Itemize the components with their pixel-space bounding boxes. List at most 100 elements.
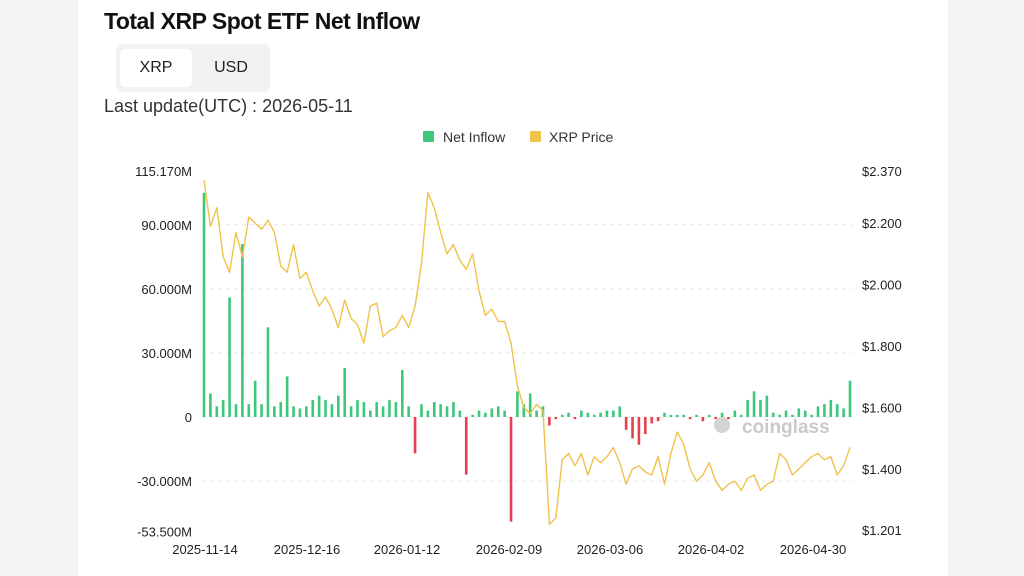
net-inflow-bar <box>368 410 372 417</box>
net-inflow-bar <box>381 406 385 417</box>
x-tick-label: 2026-01-12 <box>374 542 441 557</box>
net-inflow-bar <box>720 412 724 417</box>
net-inflow-bar <box>298 408 302 417</box>
net-inflow-bar <box>305 406 308 417</box>
net-inflow-bar <box>663 412 666 417</box>
net-inflow-bar <box>432 402 436 417</box>
net-inflow-bar <box>605 410 609 417</box>
legend-label-xrp-price: XRP Price <box>549 129 614 145</box>
net-inflow-bar <box>426 410 430 417</box>
toggle-usd-button[interactable]: USD <box>214 59 248 76</box>
net-inflow-bar <box>528 393 532 417</box>
net-inflow-bar <box>234 404 238 417</box>
net-inflow-bar <box>535 410 538 417</box>
net-inflow-bar <box>752 391 756 417</box>
net-inflow-bar <box>273 406 276 417</box>
net-inflow-bar <box>784 410 788 417</box>
net-inflow-bar <box>688 417 692 420</box>
legend-swatch-xrp-price <box>530 131 541 142</box>
net-inflow-bar <box>311 399 315 417</box>
net-inflow-bar <box>560 414 564 417</box>
net-inflow-bar <box>554 417 558 420</box>
net-inflow-bar <box>215 406 219 417</box>
y-right-tick-label: $1.400 <box>862 462 902 477</box>
net-inflow-bar <box>317 395 321 417</box>
net-inflow-bar <box>221 399 225 417</box>
net-inflow-bar <box>394 402 398 417</box>
net-inflow-bar <box>471 414 474 417</box>
y-right-tick-label: $1.600 <box>862 400 902 415</box>
net-inflow-bar <box>279 402 283 417</box>
xrp-price-line <box>203 180 851 525</box>
net-inflow-bar <box>516 391 519 417</box>
net-inflow-bar <box>202 192 206 417</box>
net-inflow-bar <box>656 417 660 422</box>
y-left-tick-label: 60.000M <box>141 282 192 297</box>
net-inflow-bar <box>848 380 852 417</box>
y-left-tick-label: -53.500M <box>137 524 192 539</box>
net-inflow-bar <box>400 370 404 417</box>
y-left-tick-label: 0 <box>185 410 192 425</box>
net-inflow-bar <box>791 414 794 417</box>
net-inflow-bar <box>375 402 378 417</box>
net-inflow-bar <box>637 417 641 445</box>
net-inflow-bar <box>612 410 615 417</box>
net-inflow-bar <box>707 414 711 417</box>
net-inflow-bar <box>746 399 749 417</box>
net-inflow-bar <box>241 243 244 417</box>
net-inflow-bar <box>349 406 353 417</box>
net-inflow-bar <box>695 414 698 417</box>
x-tick-label: 2025-12-16 <box>274 542 341 557</box>
net-inflow-bar <box>835 404 839 417</box>
net-inflow-bar <box>209 393 212 417</box>
x-tick-label: 2026-04-30 <box>780 542 847 557</box>
toggle-xrp-button[interactable]: XRP <box>120 49 192 87</box>
net-inflow-bar <box>682 414 686 417</box>
y-right-tick-label: $2.370 <box>862 164 902 179</box>
net-inflow-bar <box>759 399 762 417</box>
net-inflow-bar <box>337 395 340 417</box>
y-left-tick-label: -30.000M <box>137 474 192 489</box>
net-inflow-bar <box>452 402 455 417</box>
x-tick-label: 2026-03-06 <box>577 542 644 557</box>
net-inflow-bar <box>803 410 807 417</box>
net-inflow-bar <box>624 417 628 430</box>
net-inflow-bar <box>490 408 494 417</box>
net-inflow-bar <box>778 414 781 417</box>
net-inflow-bar <box>701 417 705 422</box>
net-inflow-bar <box>503 410 506 417</box>
net-inflow-bar <box>599 412 602 417</box>
net-inflow-bar <box>439 404 442 417</box>
net-inflow-bar <box>842 408 845 417</box>
y-right-tick-label: $1.800 <box>862 339 902 354</box>
chart-card: Total XRP Spot ETF Net Inflow XRP USD La… <box>78 0 948 576</box>
net-inflow-bar <box>727 417 730 420</box>
net-inflow-bar <box>292 406 295 417</box>
x-tick-label: 2025-11-14 <box>172 542 238 557</box>
legend-swatch-net-inflow <box>423 131 434 142</box>
net-inflow-bar <box>631 417 634 439</box>
y-right-tick-label: $1.201 <box>862 523 902 538</box>
net-inflow-bar <box>644 417 647 435</box>
y-left-tick-label: 90.000M <box>141 218 192 233</box>
net-inflow-bar <box>810 414 813 417</box>
unit-toggle: XRP USD <box>116 44 270 92</box>
net-inflow-bar <box>823 404 826 417</box>
net-inflow-bar <box>829 399 833 417</box>
net-inflow-bar <box>816 406 820 417</box>
net-inflow-bar <box>765 395 769 417</box>
net-inflow-bar <box>567 412 570 417</box>
net-inflow-bar <box>477 410 481 417</box>
net-inflow-bar <box>407 406 410 417</box>
net-inflow-bar <box>266 327 270 417</box>
coinglass-logo-icon <box>714 417 730 433</box>
net-inflow-bar <box>260 404 263 417</box>
net-inflow-bar <box>420 404 423 417</box>
net-inflow-bar <box>676 414 679 417</box>
chart-title: Total XRP Spot ETF Net Inflow <box>104 8 420 34</box>
net-inflow-bar <box>458 410 462 417</box>
net-inflow-bar <box>484 412 487 417</box>
net-inflow-bar <box>362 402 366 417</box>
net-inflow-bar <box>228 297 231 417</box>
